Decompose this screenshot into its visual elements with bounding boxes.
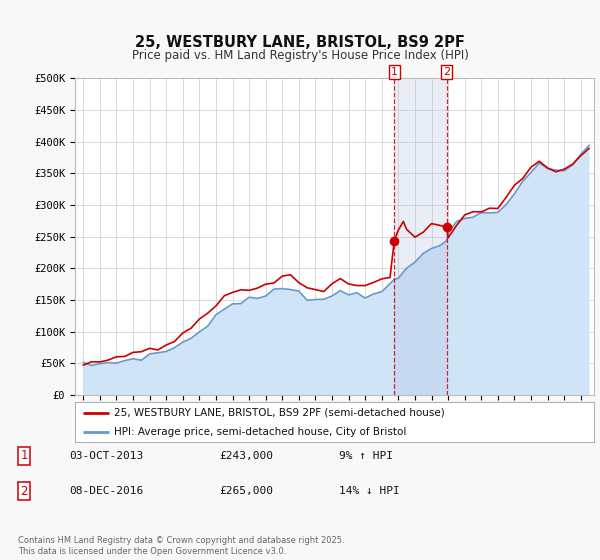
Text: 2: 2: [20, 484, 28, 498]
Text: 1: 1: [391, 67, 398, 77]
Text: 03-OCT-2013: 03-OCT-2013: [69, 451, 143, 461]
Text: 9% ↑ HPI: 9% ↑ HPI: [339, 451, 393, 461]
Text: Contains HM Land Registry data © Crown copyright and database right 2025.
This d: Contains HM Land Registry data © Crown c…: [18, 536, 344, 556]
Text: 14% ↓ HPI: 14% ↓ HPI: [339, 486, 400, 496]
Text: Price paid vs. HM Land Registry's House Price Index (HPI): Price paid vs. HM Land Registry's House …: [131, 49, 469, 62]
Text: £265,000: £265,000: [219, 486, 273, 496]
Text: 2: 2: [443, 67, 451, 77]
Text: 08-DEC-2016: 08-DEC-2016: [69, 486, 143, 496]
Text: 25, WESTBURY LANE, BRISTOL, BS9 2PF: 25, WESTBURY LANE, BRISTOL, BS9 2PF: [135, 35, 465, 50]
Bar: [394, 78, 447, 395]
Text: 1: 1: [20, 449, 28, 463]
Text: £243,000: £243,000: [219, 451, 273, 461]
Text: HPI: Average price, semi-detached house, City of Bristol: HPI: Average price, semi-detached house,…: [114, 427, 406, 436]
Text: 25, WESTBURY LANE, BRISTOL, BS9 2PF (semi-detached house): 25, WESTBURY LANE, BRISTOL, BS9 2PF (sem…: [114, 408, 445, 418]
